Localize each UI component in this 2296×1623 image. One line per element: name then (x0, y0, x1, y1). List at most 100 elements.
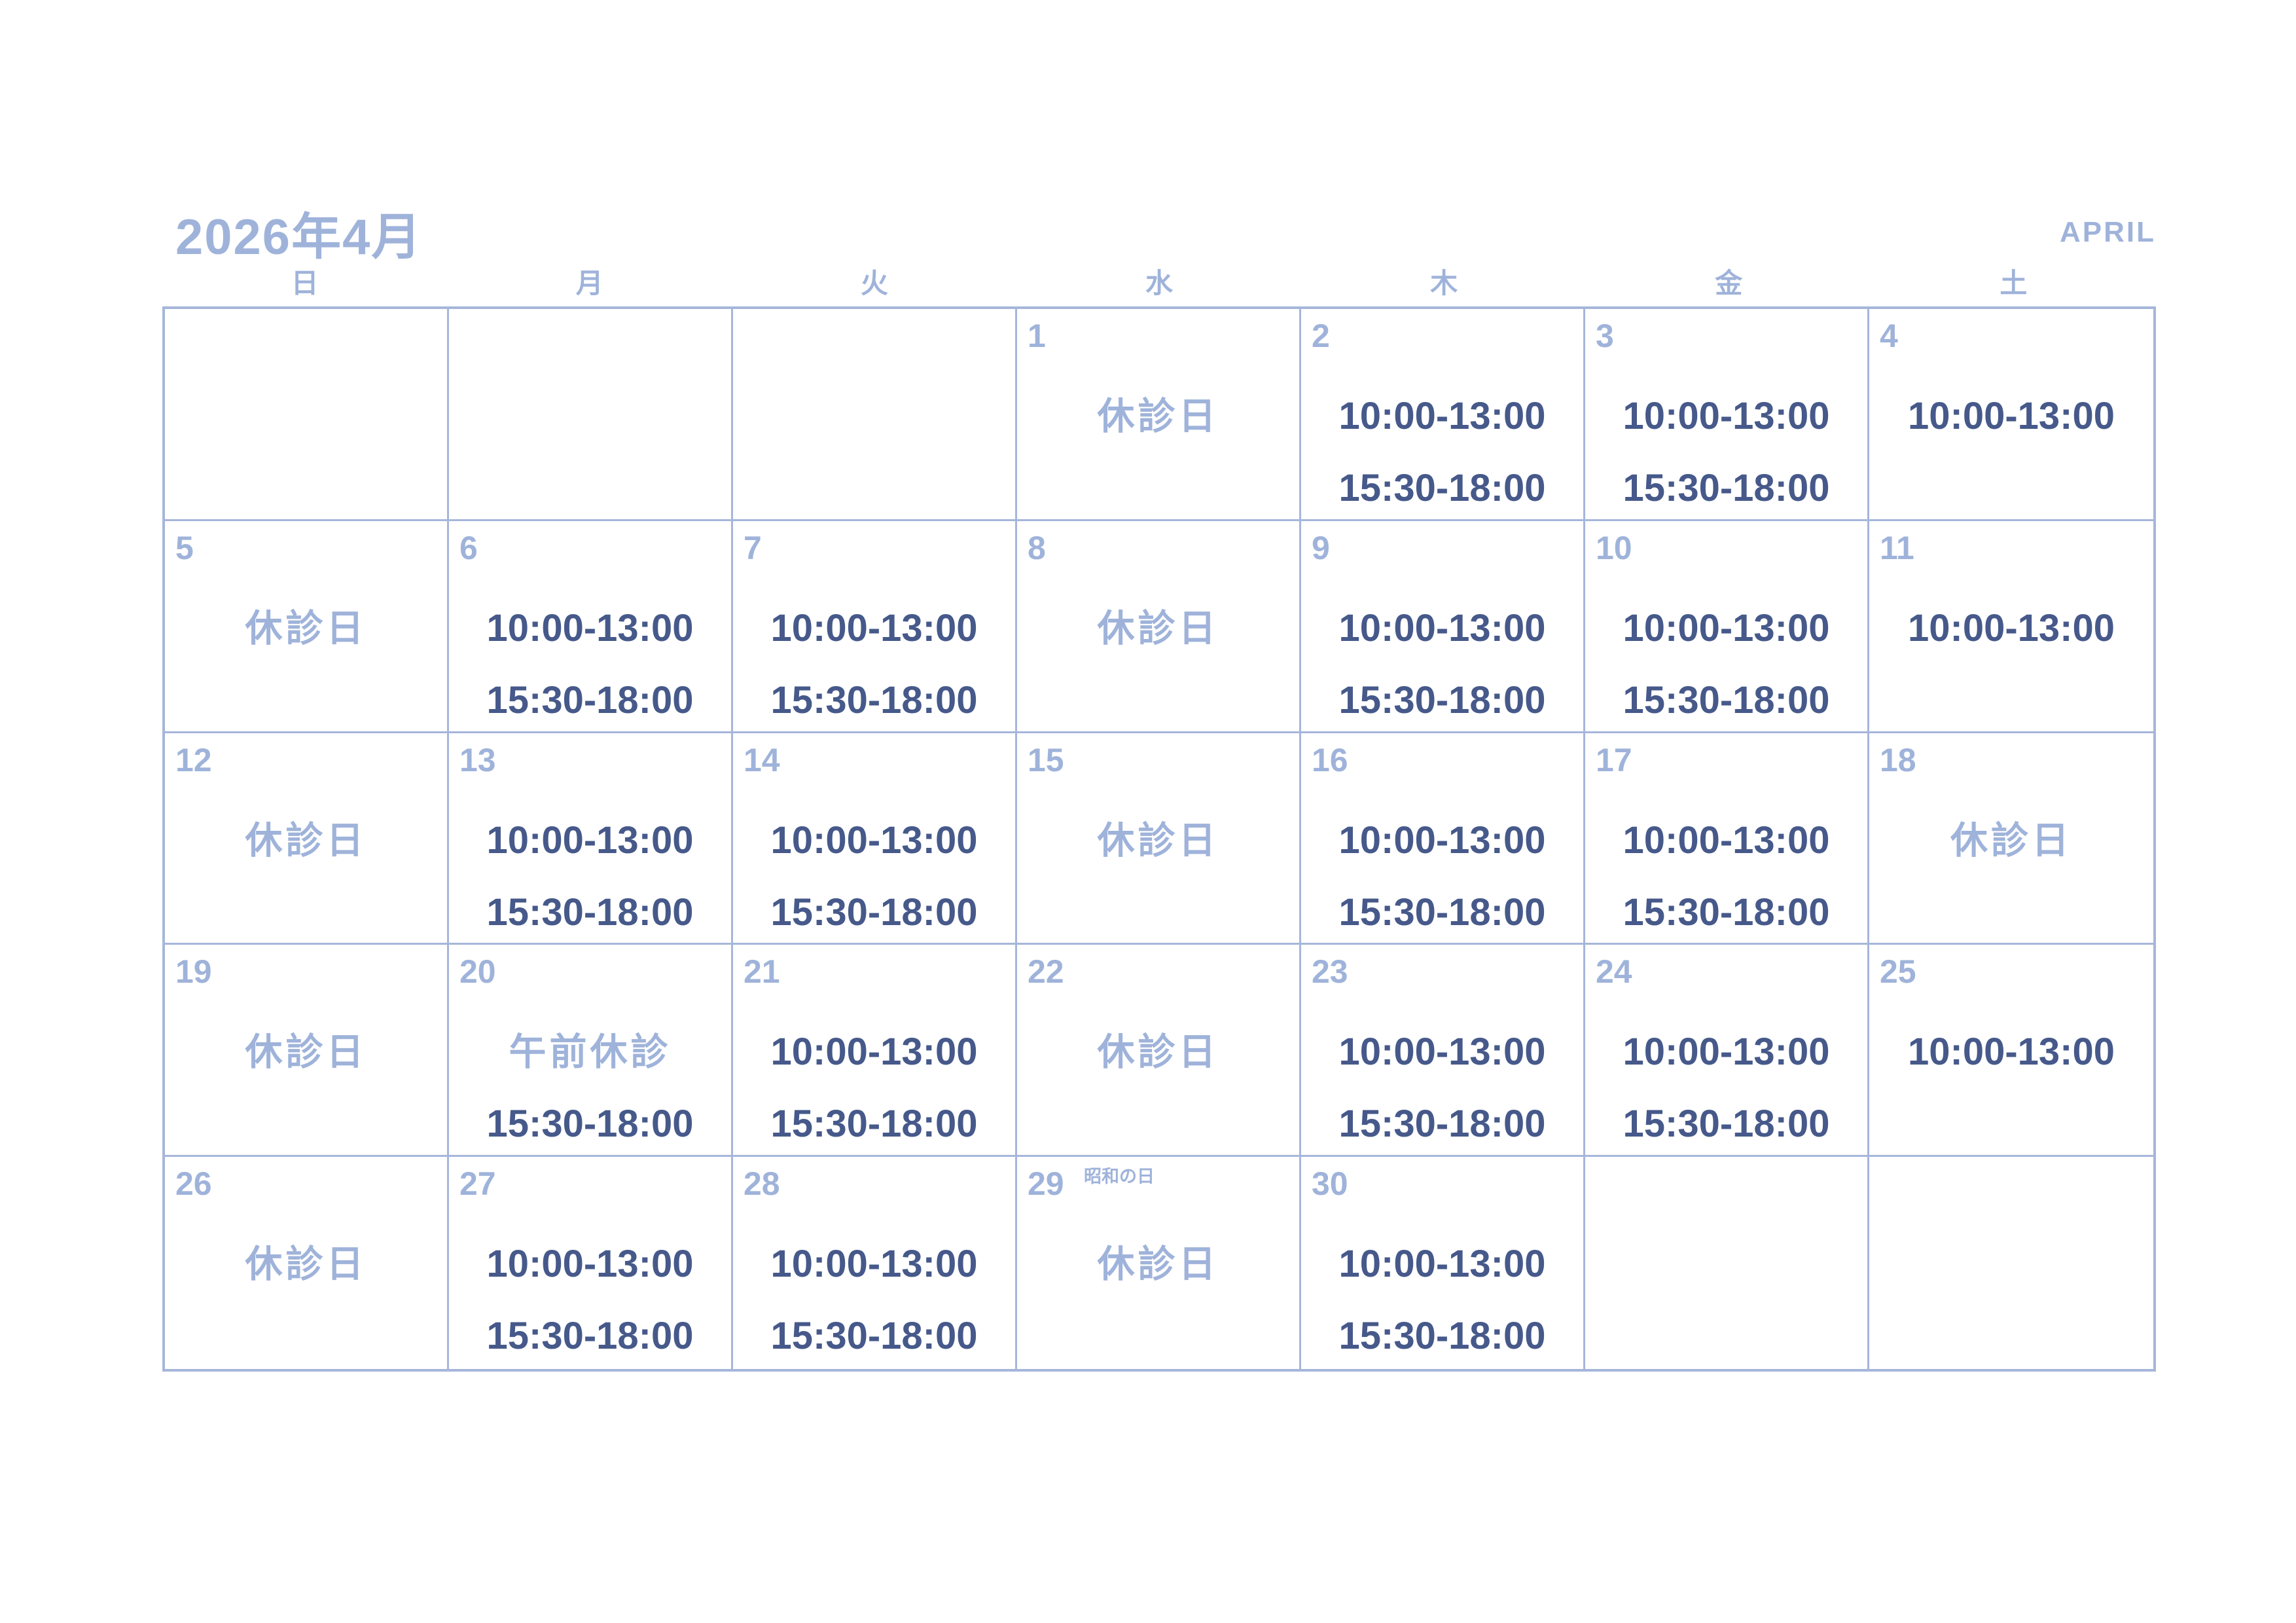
calendar-cell: 16 10:00-13:00 15:30-18:00 (1301, 733, 1585, 945)
schedule-line-2: 15:30-18:00 (770, 1103, 978, 1146)
day-number: 15 (1028, 741, 1064, 778)
weekday-header-sun: 日 (291, 267, 319, 299)
calendar-cell: 3 10:00-13:00 15:30-18:00 (1585, 309, 1869, 521)
calendar-cell (1869, 1157, 2153, 1369)
calendar-cell: 27 10:00-13:00 15:30-18:00 (449, 1157, 733, 1369)
day-number: 8 (1028, 529, 1046, 566)
schedule-line-1: 休診日 (245, 1031, 367, 1074)
day-number: 27 (459, 1165, 496, 1203)
day-number: 28 (744, 1165, 780, 1203)
schedule-line-2 (1869, 680, 2153, 721)
calendar-cell: 25 10:00-13:00 (1869, 945, 2153, 1158)
weekday-header-tue: 火 (860, 267, 888, 299)
schedule-line-1: 10:00-13:00 (486, 1243, 694, 1286)
day-number: 16 (1312, 741, 1348, 778)
schedule-line-2 (449, 468, 731, 509)
weekday-header-row: 日 月 火 水 木 金 土 (162, 261, 2156, 301)
day-number: 9 (1312, 529, 1330, 566)
schedule-line-2 (165, 892, 447, 933)
schedule-line-1: 休診日 (1097, 607, 1219, 649)
day-number: 29 (1028, 1165, 1064, 1203)
schedule-line-2: 15:30-18:00 (1338, 1315, 1546, 1358)
calendar-cell (165, 309, 449, 521)
schedule-line-1: 10:00-13:00 (1338, 818, 1546, 862)
schedule-line-1: 10:00-13:00 (1338, 606, 1546, 649)
schedule-line-2 (1869, 468, 2153, 509)
calendar-cell (733, 309, 1017, 521)
calendar-cell: 17 10:00-13:00 15:30-18:00 (1585, 733, 1869, 945)
day-number: 23 (1312, 953, 1348, 991)
calendar-cell: 22 休診日 (1017, 945, 1301, 1158)
page-title: 2026年4月 (175, 210, 423, 265)
schedule-line-1: 休診日 (245, 607, 367, 649)
schedule-line-2 (165, 680, 447, 721)
calendar-cell: 28 10:00-13:00 15:30-18:00 (733, 1157, 1017, 1369)
schedule-line-2 (1869, 892, 2153, 933)
schedule-line-1 (1869, 1244, 2153, 1285)
schedule-line-1 (733, 396, 1015, 437)
schedule-line-1: 10:00-13:00 (1908, 1030, 2115, 1074)
day-number: 21 (744, 953, 780, 991)
schedule-line-2: 15:30-18:00 (770, 890, 978, 934)
weekday-header-mon: 月 (575, 267, 603, 299)
weekday-header-wed: 水 (1145, 267, 1173, 299)
calendar-cell: 9 10:00-13:00 15:30-18:00 (1301, 520, 1585, 733)
calendar-cell: 14 10:00-13:00 15:30-18:00 (733, 733, 1017, 945)
schedule-line-1: 休診日 (1950, 819, 2072, 862)
schedule-line-2 (1585, 1316, 1867, 1357)
schedule-line-1: 10:00-13:00 (1908, 606, 2115, 649)
day-number: 25 (1880, 953, 1916, 991)
schedule-line-2: 15:30-18:00 (1338, 890, 1546, 934)
schedule-line-1: 10:00-13:00 (1908, 395, 2115, 437)
calendar-cell: 29 昭和の日 休診日 (1017, 1157, 1301, 1369)
schedule-line-2: 15:30-18:00 (1623, 678, 1830, 721)
schedule-line-1 (449, 396, 731, 437)
calendar-cell: 1 休診日 (1017, 309, 1301, 521)
calendar-cell: 26 休診日 (165, 1157, 449, 1369)
day-number: 26 (175, 1165, 212, 1203)
schedule-line-1: 休診日 (245, 1243, 367, 1286)
schedule-line-1: 10:00-13:00 (486, 606, 694, 649)
calendar-cell: 11 10:00-13:00 (1869, 521, 2153, 733)
day-number: 19 (175, 953, 212, 991)
weekday-header-sat: 土 (2000, 267, 2028, 299)
day-number: 6 (459, 529, 478, 566)
day-number: 3 (1596, 318, 1614, 354)
day-number: 14 (744, 741, 780, 778)
schedule-line-1: 午前休診 (509, 1031, 672, 1074)
day-number: 17 (1596, 741, 1632, 778)
calendar-cell: 21 10:00-13:00 15:30-18:00 (733, 945, 1017, 1158)
schedule-line-2: 15:30-18:00 (1338, 467, 1546, 509)
schedule-line-2 (1017, 680, 1299, 721)
schedule-line-2 (1017, 468, 1299, 509)
calendar-cell: 12 休診日 (165, 733, 449, 945)
schedule-line-1: 10:00-13:00 (770, 1243, 978, 1286)
schedule-line-2 (165, 1104, 447, 1144)
day-number: 20 (459, 953, 496, 991)
schedule-line-2 (1017, 1316, 1299, 1357)
schedule-line-2: 15:30-18:00 (486, 1103, 694, 1146)
schedule-line-1: 10:00-13:00 (486, 818, 694, 862)
schedule-line-2: 15:30-18:00 (486, 890, 694, 934)
schedule-line-1: 10:00-13:00 (1623, 818, 1830, 862)
schedule-line-2: 15:30-18:00 (1623, 890, 1830, 934)
month-name-english: APRIL (2060, 216, 2156, 248)
day-number: 18 (1880, 741, 1916, 778)
schedule-line-2: 15:30-18:00 (1623, 467, 1830, 509)
schedule-line-1: 10:00-13:00 (1623, 1030, 1830, 1074)
schedule-line-2: 15:30-18:00 (486, 1315, 694, 1358)
schedule-line-2 (1017, 1104, 1299, 1144)
schedule-line-2 (1869, 1104, 2153, 1144)
calendar-grid: 1 休診日 2 10:00-13:00 15:30-18:00 3 10:00-… (162, 306, 2156, 1372)
schedule-line-2: 15:30-18:00 (770, 1315, 978, 1358)
schedule-line-1: 10:00-13:00 (1338, 1030, 1546, 1074)
schedule-line-1: 10:00-13:00 (770, 818, 978, 862)
calendar-cell: 23 10:00-13:00 15:30-18:00 (1301, 945, 1585, 1158)
calendar-cell: 20 午前休診 15:30-18:00 (449, 945, 733, 1158)
schedule-line-1: 10:00-13:00 (1338, 1243, 1546, 1286)
day-number: 4 (1880, 318, 1898, 354)
calendar-cell: 5 休診日 (165, 520, 449, 733)
calendar-cell: 13 10:00-13:00 15:30-18:00 (449, 733, 733, 945)
schedule-line-1: 休診日 (245, 819, 367, 862)
schedule-line-1: 10:00-13:00 (770, 1030, 978, 1074)
